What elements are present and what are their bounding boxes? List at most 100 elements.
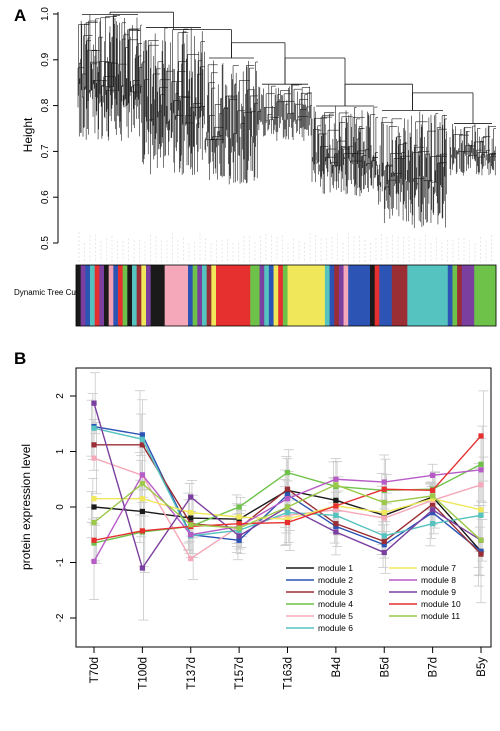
data-point xyxy=(333,476,339,482)
data-point xyxy=(381,509,387,516)
module-color-segment xyxy=(264,265,270,326)
data-point xyxy=(188,532,194,538)
module-color-segment xyxy=(461,265,475,326)
legend-label: module 6 xyxy=(318,623,353,633)
data-point xyxy=(236,504,242,510)
module-color-segment xyxy=(146,265,152,326)
dynamic-tree-cut-label: Dynamic Tree Cut xyxy=(14,288,79,297)
module-color-segment xyxy=(259,265,265,326)
module-color-segment xyxy=(122,265,128,326)
module-color-segment xyxy=(379,265,393,326)
data-point xyxy=(284,512,291,518)
data-point xyxy=(139,528,145,534)
data-point xyxy=(430,472,436,478)
data-point xyxy=(139,432,145,438)
panel-b-y-axis-title: protein expression level xyxy=(19,444,33,570)
x-category-label: T163d xyxy=(283,657,295,690)
x-category-label: B5d xyxy=(379,657,391,677)
module-color-segment xyxy=(474,265,497,326)
module-color-segment xyxy=(76,265,82,326)
data-point xyxy=(333,529,339,535)
data-point xyxy=(381,538,387,545)
panel-b-y-tick-label: 2 xyxy=(55,393,66,399)
data-point xyxy=(91,496,97,502)
module-color-segment xyxy=(278,265,284,326)
module-color-segment xyxy=(150,265,166,326)
data-point xyxy=(236,521,242,527)
module-color-segment xyxy=(287,265,326,326)
data-point xyxy=(188,515,194,521)
module-color-segment xyxy=(250,265,260,326)
panel-b-y-axis: -2 -1 0 1 2 xyxy=(55,393,76,622)
x-category-label: B7d xyxy=(428,657,440,677)
panel-b-y-tick-label: -1 xyxy=(55,558,66,567)
module-color-segment xyxy=(273,265,279,326)
module-color-segment xyxy=(343,265,349,326)
data-point xyxy=(381,499,387,506)
legend-label: module 4 xyxy=(318,599,353,609)
legend-label: module 9 xyxy=(421,587,456,597)
data-point xyxy=(188,556,194,562)
data-point xyxy=(478,433,484,439)
module-color-segment xyxy=(99,265,105,326)
module-color-segment xyxy=(338,265,344,326)
module-color-segment xyxy=(104,265,110,326)
panel-b-y-tick-label: 1 xyxy=(55,448,66,454)
legend-label: module 7 xyxy=(421,563,456,573)
legend-label: module 10 xyxy=(421,599,461,609)
data-point xyxy=(333,503,339,509)
panel-b-y-tick-label: 0 xyxy=(55,504,66,510)
panel-a-y-tick-label: 0.6 xyxy=(40,190,51,204)
module-color-segment xyxy=(457,265,463,326)
data-point xyxy=(478,537,484,543)
data-point xyxy=(139,496,145,502)
data-point xyxy=(139,436,145,442)
data-point xyxy=(381,479,387,485)
data-point xyxy=(430,509,436,516)
module-color-segment xyxy=(94,265,100,326)
module-color-segment xyxy=(80,265,86,326)
panel-a-y-tick-label: 0.5 xyxy=(40,236,51,250)
data-point xyxy=(478,461,484,467)
data-point xyxy=(91,519,97,526)
data-point xyxy=(91,537,97,543)
data-point xyxy=(284,504,291,510)
module-color-segment xyxy=(407,265,449,326)
legend-label: module 5 xyxy=(318,611,353,621)
data-point xyxy=(91,425,97,431)
data-point xyxy=(91,558,97,564)
module-color-segment xyxy=(370,265,376,326)
module-color-segment xyxy=(348,265,371,326)
panel-a-y-tick-label: 0.7 xyxy=(40,144,51,158)
data-point xyxy=(284,509,291,516)
module-color-segment xyxy=(85,265,91,326)
data-point xyxy=(284,492,291,498)
module-color-bar-frame xyxy=(75,264,497,327)
module-color-segment xyxy=(334,265,340,326)
module-color-segment xyxy=(127,265,133,326)
dendrogram xyxy=(77,11,496,262)
module-color-segment xyxy=(329,265,335,326)
legend-label: module 11 xyxy=(421,611,460,621)
module-color-segment xyxy=(192,265,198,326)
legend-label: module 2 xyxy=(318,575,353,585)
module-color-segment xyxy=(282,265,288,326)
panel-a-y-tick-label: 0.8 xyxy=(40,98,51,112)
panel-a-y-tick-label: 0.9 xyxy=(40,52,51,66)
module-color-segment xyxy=(268,265,274,326)
module-lines xyxy=(91,400,484,571)
data-point xyxy=(381,549,387,556)
data-point xyxy=(139,481,145,487)
module-color-segment xyxy=(164,265,189,326)
x-category-label: T70d xyxy=(89,657,101,683)
data-point xyxy=(430,521,436,527)
module-color-segment xyxy=(452,265,458,326)
data-point xyxy=(284,516,291,522)
data-point xyxy=(91,455,97,461)
panel-b-x-axis: T70d T100d T137d T157d T163d B4d B5d B7d B5y xyxy=(89,647,488,690)
panel-a-y-axis-title: Height xyxy=(21,117,35,152)
data-point xyxy=(381,515,387,521)
data-point xyxy=(478,467,484,473)
data-point xyxy=(188,509,194,516)
module-color-segment xyxy=(136,265,142,326)
